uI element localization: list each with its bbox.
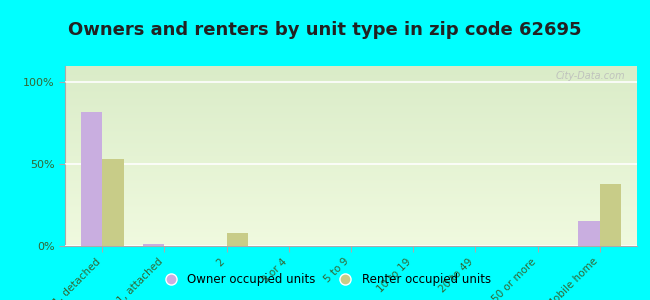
Bar: [81, 112, 102, 246]
Text: City-Data.com: City-Data.com: [556, 71, 625, 81]
Bar: [227, 233, 248, 246]
Bar: [143, 244, 164, 246]
Bar: [102, 159, 124, 246]
Legend: Owner occupied units, Renter occupied units: Owner occupied units, Renter occupied un…: [154, 269, 496, 291]
Bar: [600, 184, 621, 246]
Bar: [578, 221, 600, 246]
Text: Owners and renters by unit type in zip code 62695: Owners and renters by unit type in zip c…: [68, 21, 582, 39]
